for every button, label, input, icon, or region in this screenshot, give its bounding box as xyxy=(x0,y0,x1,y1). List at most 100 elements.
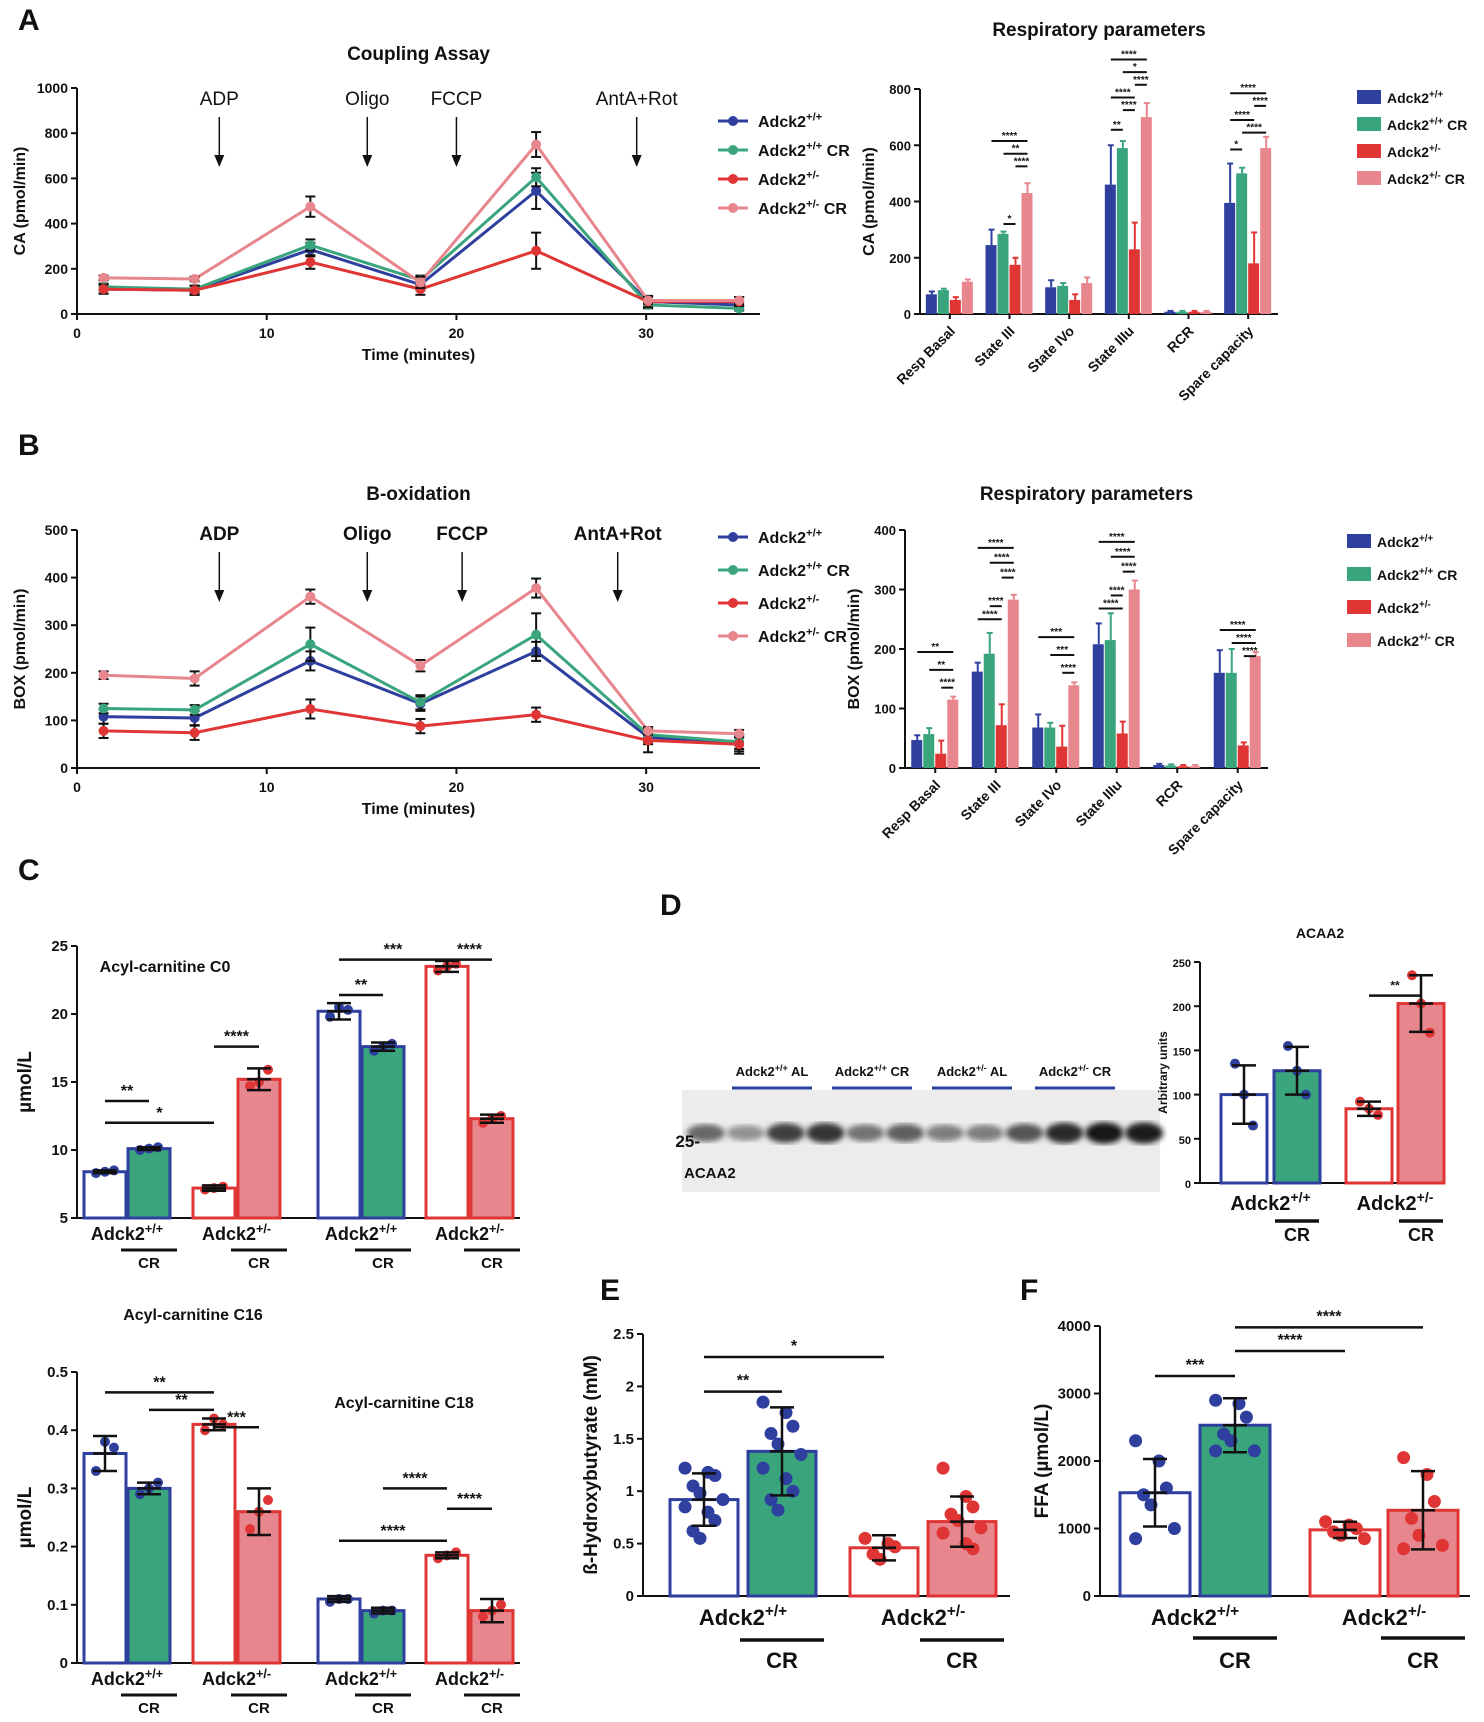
label-superscript: +/- xyxy=(1419,599,1431,610)
label-superscript: +/- xyxy=(806,627,820,639)
data-point xyxy=(678,1500,692,1514)
data-point xyxy=(1349,1522,1363,1535)
y-tick-label: 5 xyxy=(60,1210,68,1227)
data-point xyxy=(189,273,200,284)
bar xyxy=(1128,249,1140,314)
significance-label: **** xyxy=(988,538,1004,549)
legend-swatch xyxy=(1357,144,1381,158)
data-point xyxy=(98,272,109,283)
label-base: Adck2 xyxy=(1342,1605,1408,1630)
chart-title: Acyl-carnitine C0 xyxy=(100,959,231,976)
significance-label: ** xyxy=(931,642,939,653)
label-base: Adck2 xyxy=(1377,567,1419,583)
category-label: State III xyxy=(971,323,1018,370)
significance-label: ** xyxy=(1113,120,1121,131)
panel-letter: D xyxy=(660,889,682,922)
legend-label: Adck2+/+ xyxy=(758,112,823,131)
label-base: Adck2 xyxy=(91,1669,145,1689)
significance-label: **** xyxy=(939,678,955,689)
data-point xyxy=(189,673,200,684)
y-axis-label: BOX (pmol/min) xyxy=(846,589,863,710)
label-superscript: +/- xyxy=(1078,1063,1089,1073)
y-tick-label: 100 xyxy=(45,712,69,728)
data-point xyxy=(756,1461,770,1475)
data-point xyxy=(305,201,316,212)
legend-label: Adck2+/- CR xyxy=(758,199,847,218)
data-point xyxy=(415,277,426,288)
y-tick-label: 200 xyxy=(1173,1002,1191,1014)
data-point xyxy=(936,1461,950,1475)
label-superscript: +/- xyxy=(489,1667,504,1681)
group-label: Adck2+/- xyxy=(435,1667,504,1689)
legend-label: Adck2+/+ CR xyxy=(758,141,850,160)
y-tick-label: 0.3 xyxy=(47,1480,68,1497)
legend-swatch xyxy=(1357,90,1381,104)
y-tick-label: 200 xyxy=(874,642,896,657)
y-tick-label: 400 xyxy=(45,216,69,232)
group-label: Adck2+/+ xyxy=(325,1667,397,1689)
cr-label: CR xyxy=(946,1648,978,1673)
lane-label: Adck2+/- AL xyxy=(937,1063,1007,1079)
significance-label: **** xyxy=(224,1029,250,1046)
label-superscript: +/+ xyxy=(1217,1603,1239,1620)
bar xyxy=(316,1009,362,1220)
blot-background xyxy=(682,1090,1160,1192)
significance-label: **** xyxy=(1109,532,1125,543)
y-axis-label: FFA (µmol/L) xyxy=(1032,1404,1053,1519)
legend-swatch xyxy=(1357,171,1381,185)
data-point xyxy=(263,1064,273,1075)
label-suffix: CR xyxy=(819,629,847,646)
legend-label: Adck2+/- CR xyxy=(1387,170,1465,187)
data-point xyxy=(764,1427,778,1441)
label-suffix: CR xyxy=(819,201,847,218)
annotation-label: FCCP xyxy=(436,524,488,545)
x-axis-label: Time (minutes) xyxy=(362,801,476,818)
y-tick-label: 0 xyxy=(904,307,911,322)
legend-label: Adck2+/- CR xyxy=(1377,632,1455,649)
legend-marker xyxy=(728,116,738,126)
label-suffix: CR xyxy=(1089,1064,1112,1079)
bar xyxy=(949,299,961,314)
y-axis-label: µmol/L xyxy=(15,1486,36,1548)
x-tick-label: 20 xyxy=(449,779,465,795)
legend-marker xyxy=(728,145,738,155)
y-tick-label: 0.5 xyxy=(613,1536,634,1553)
y-tick-label: 1.5 xyxy=(613,1431,634,1448)
significance-label: **** xyxy=(988,596,1004,607)
annotation-label: AntA+Rot xyxy=(574,524,663,545)
x-axis-label: Time (minutes) xyxy=(362,347,476,364)
y-tick-label: 0 xyxy=(889,761,896,776)
y-axis-label: µmol/L xyxy=(15,1051,36,1113)
label-superscript: +/+ xyxy=(806,528,823,540)
bar xyxy=(935,753,947,768)
significance-label: *** xyxy=(1186,1357,1205,1374)
blot-band xyxy=(1085,1122,1124,1144)
bar xyxy=(1189,766,1201,768)
label-superscript: +/- xyxy=(806,199,820,211)
group-label: Adck2+/- xyxy=(202,1222,271,1244)
data-point xyxy=(1209,1393,1223,1407)
data-point xyxy=(1397,1542,1411,1556)
significance-label: ** xyxy=(121,1083,134,1100)
label-base: Adck2 xyxy=(736,1064,775,1079)
group-label: Adck2+/+ xyxy=(91,1667,163,1689)
bar xyxy=(1081,283,1093,314)
legend-swatch xyxy=(1347,567,1371,581)
cr-label: CR xyxy=(248,1700,270,1717)
arrow-icon xyxy=(631,155,642,167)
data-point xyxy=(305,240,316,251)
cr-label: CR xyxy=(766,1648,798,1673)
chart-title: Respiratory parameters xyxy=(992,20,1205,41)
bar xyxy=(911,740,923,768)
label-base: Adck2 xyxy=(1039,1064,1078,1079)
label-superscript: +/+ xyxy=(874,1063,887,1073)
data-point xyxy=(716,1493,730,1507)
legend-swatch xyxy=(1347,534,1371,548)
label-superscript: +/- xyxy=(1417,1189,1434,1205)
bar xyxy=(995,725,1007,768)
bar xyxy=(191,1422,237,1665)
bar xyxy=(1007,599,1019,768)
label-superscript: +/+ xyxy=(775,1063,788,1073)
bar xyxy=(82,1170,128,1220)
blot-band xyxy=(846,1124,885,1142)
